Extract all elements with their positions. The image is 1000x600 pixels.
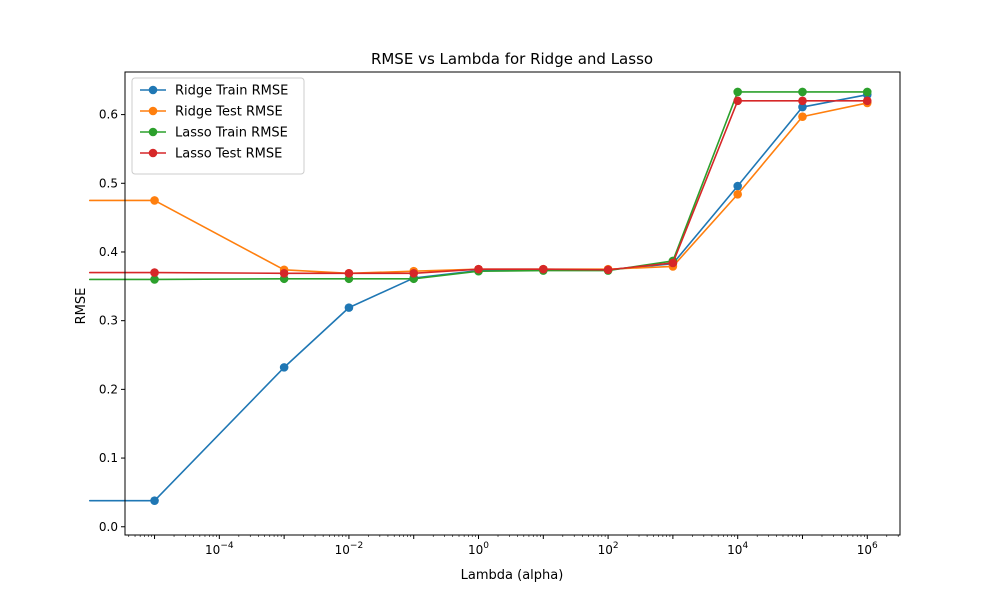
data-point <box>798 112 807 121</box>
legend-box <box>131 77 305 175</box>
data-point <box>150 496 159 505</box>
x-tick-label: 102 <box>598 541 619 557</box>
y-tick-label: 0.0 <box>99 520 118 534</box>
data-point <box>279 268 289 278</box>
data-point <box>798 102 807 112</box>
x-tick-base: 10 <box>335 543 350 557</box>
series-3 <box>88 96 872 278</box>
legend: Ridge Train RMSE Ridge Test RMSE Lasso Tra… <box>131 77 305 175</box>
data-point <box>344 303 354 312</box>
data-point <box>150 268 159 277</box>
x-tick-base: 10 <box>857 543 872 557</box>
data-point <box>733 181 742 191</box>
x-tick-exponent: 2 <box>613 541 619 551</box>
x-axis: 10−4 10−2 100 102 104 106 <box>128 535 899 557</box>
legend-item: Lasso Test RMSE <box>140 147 282 162</box>
legend-label: Ridge Train RMSE <box>175 84 288 99</box>
legend-marker <box>148 106 158 116</box>
x-tick-base: 10 <box>205 543 220 557</box>
series-layer <box>88 87 872 505</box>
legend-label: Ridge Test RMSE <box>175 105 283 120</box>
x-tick-exponent: 0 <box>483 541 489 551</box>
data-point <box>862 96 872 106</box>
data-point <box>279 363 289 372</box>
data-point <box>344 268 354 278</box>
x-tick-exponent: 6 <box>872 541 878 551</box>
data-point <box>603 265 613 275</box>
data-point <box>474 264 483 274</box>
legend-marker <box>148 148 158 158</box>
y-tick-label: 0.6 <box>99 108 118 122</box>
data-point <box>733 96 742 106</box>
legend-item: Ridge Test RMSE <box>140 105 283 120</box>
legend-label: Lasso Train RMSE <box>175 126 288 141</box>
data-point <box>798 87 807 97</box>
y-tick-label: 0.1 <box>99 451 118 465</box>
x-tick-exponent: −2 <box>350 541 363 551</box>
x-tick-label: 10−4 <box>205 541 234 557</box>
y-tick-label: 0.4 <box>99 245 118 259</box>
data-point <box>539 264 548 274</box>
plot-frame <box>124 71 901 536</box>
y-tick-label: 0.5 <box>99 176 118 190</box>
y-axis-label: RMSE <box>74 288 89 325</box>
legend-label: Lasso Test RMSE <box>175 147 282 162</box>
data-point <box>733 87 742 97</box>
x-tick-exponent: 4 <box>742 541 748 551</box>
data-point <box>150 275 159 284</box>
data-point <box>862 87 872 97</box>
data-point <box>150 196 159 205</box>
x-tick-base: 10 <box>727 543 742 557</box>
legend-marker <box>148 127 158 137</box>
x-tick-base: 10 <box>598 543 613 557</box>
x-axis-label: Lambda (alpha) <box>461 568 564 583</box>
x-tick-exponent: −4 <box>220 541 234 551</box>
legend-marker <box>148 85 158 95</box>
x-tick-label: 104 <box>727 541 748 557</box>
legend-item: Ridge Train RMSE <box>140 84 288 99</box>
y-axis: 0.0 0.1 0.2 0.3 0.4 0.5 0.6 <box>99 108 125 534</box>
legend-item: Lasso Train RMSE <box>140 126 288 141</box>
x-tick-base: 10 <box>468 543 483 557</box>
chart-title: RMSE vs Lambda for Ridge and Lasso <box>371 50 653 68</box>
x-tick-label: 106 <box>857 541 878 557</box>
data-point <box>409 268 419 278</box>
data-point <box>668 258 678 268</box>
y-tick-label: 0.3 <box>99 314 118 328</box>
x-tick-label: 100 <box>468 541 489 557</box>
data-point <box>733 189 742 199</box>
data-point <box>798 96 807 106</box>
x-tick-label: 10−2 <box>335 541 364 557</box>
y-tick-label: 0.2 <box>99 382 118 396</box>
